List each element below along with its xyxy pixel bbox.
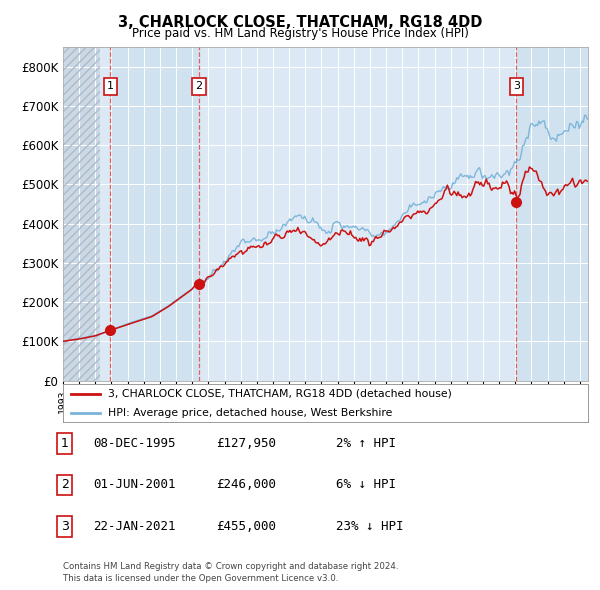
Text: 3: 3 [61,520,69,533]
Bar [100,47,110,381]
Text: 22-JAN-2021: 22-JAN-2021 [93,520,176,533]
Bar [63,47,100,381]
Text: 3, CHARLOCK CLOSE, THATCHAM, RG18 4DD (detached house): 3, CHARLOCK CLOSE, THATCHAM, RG18 4DD (d… [107,389,452,399]
Text: 01-JUN-2001: 01-JUN-2001 [93,478,176,491]
Bar [110,47,199,381]
Text: £127,950: £127,950 [216,437,276,450]
Text: £455,000: £455,000 [216,520,276,533]
Text: 2: 2 [61,478,69,491]
Text: 2% ↑ HPI: 2% ↑ HPI [336,437,396,450]
Bar [199,47,516,381]
Text: 1: 1 [61,437,69,450]
Text: 6% ↓ HPI: 6% ↓ HPI [336,478,396,491]
Text: Price paid vs. HM Land Registry's House Price Index (HPI): Price paid vs. HM Land Registry's House … [131,27,469,40]
Text: 08-DEC-1995: 08-DEC-1995 [93,437,176,450]
Bar [516,47,588,381]
Text: Contains HM Land Registry data © Crown copyright and database right 2024.
This d: Contains HM Land Registry data © Crown c… [63,562,398,583]
Text: 3, CHARLOCK CLOSE, THATCHAM, RG18 4DD: 3, CHARLOCK CLOSE, THATCHAM, RG18 4DD [118,15,482,30]
Text: 23% ↓ HPI: 23% ↓ HPI [336,520,404,533]
Text: HPI: Average price, detached house, West Berkshire: HPI: Average price, detached house, West… [107,408,392,418]
Text: 1: 1 [107,81,113,91]
Bar [63,47,100,381]
Text: £246,000: £246,000 [216,478,276,491]
Text: 3: 3 [513,81,520,91]
Text: 2: 2 [196,81,203,91]
